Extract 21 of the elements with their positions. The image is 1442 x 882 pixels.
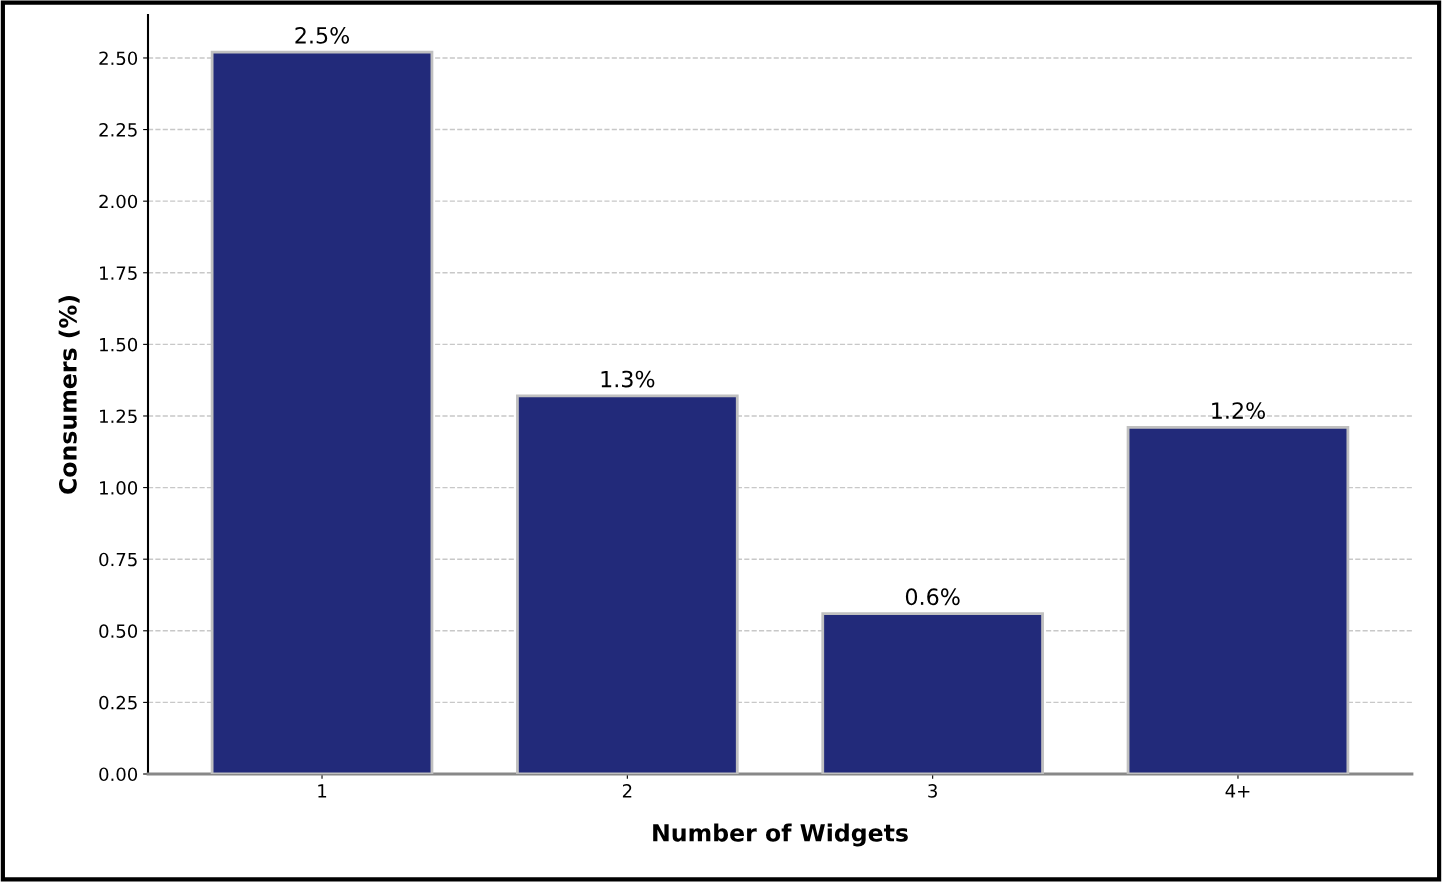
y-tick-label: 0.00 <box>99 767 138 782</box>
data-label: 0.6% <box>905 588 960 606</box>
y-tick-label: 0.25 <box>99 695 137 710</box>
x-tick-label: 2 <box>622 784 632 798</box>
data-label: 2.5% <box>295 26 350 44</box>
x-axis-title: Number of Widgets <box>653 823 908 847</box>
data-label: 1.2% <box>1212 402 1265 419</box>
y-tick-label: 1.25 <box>100 409 137 424</box>
y-tick-label: 1.50 <box>100 337 138 352</box>
x-tick-label: 4+ <box>1225 784 1250 798</box>
x-tick-label: 3 <box>928 784 937 798</box>
x-tick-label: 1 <box>318 784 327 798</box>
data-label: 1.3% <box>601 370 655 388</box>
y-tick-label: 2.25 <box>99 123 137 137</box>
y-tick-label: 2.00 <box>99 194 138 209</box>
y-tick-label: 0.75 <box>99 552 137 567</box>
y-tick-label: 1.00 <box>100 481 138 495</box>
y-tick-label: 0.50 <box>99 624 138 638</box>
y-tick-label: 2.50 <box>99 51 138 66</box>
y-tick-label: 1.75 <box>100 266 137 280</box>
y-axis-title: Consumers (%) <box>58 296 80 494</box>
